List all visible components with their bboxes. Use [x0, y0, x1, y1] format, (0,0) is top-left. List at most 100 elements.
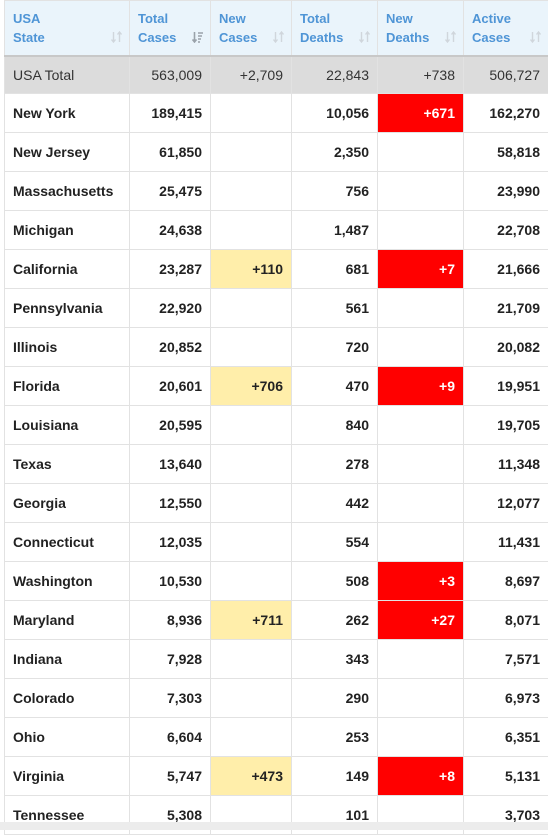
new-deaths-cell [378, 211, 464, 250]
new-cases-cell [211, 484, 292, 523]
state-name-cell: Virginia [5, 757, 130, 796]
sort-arrows-icon[interactable] [445, 31, 456, 43]
sort-arrows-icon[interactable] [530, 31, 541, 43]
active-cases-cell: 5,131 [464, 757, 548, 796]
total-deaths-cell: 1,487 [292, 211, 378, 250]
new-cases-cell [211, 718, 292, 757]
new-deaths-cell [378, 133, 464, 172]
sort-arrows-icon[interactable] [273, 31, 284, 43]
total-cases-cell: 13,640 [130, 445, 211, 484]
state-name-cell: Illinois [5, 328, 130, 367]
total-deaths-cell: 10,056 [292, 94, 378, 133]
new-deaths-cell [378, 523, 464, 562]
total-deaths-cell: 470 [292, 367, 378, 406]
state-name-cell: Texas [5, 445, 130, 484]
active-cases-cell: 11,348 [464, 445, 548, 484]
total-cases-cell: 61,850 [130, 133, 211, 172]
state-name-cell: Colorado [5, 679, 130, 718]
total-new-cases-cell: +2,709 [211, 56, 292, 94]
new-deaths-cell: +7 [378, 250, 464, 289]
active-cases-cell: 58,818 [464, 133, 548, 172]
total-deaths-cell: 442 [292, 484, 378, 523]
state-name-cell: Georgia [5, 484, 130, 523]
total-cases-cell: 10,530 [130, 562, 211, 601]
state-name-cell: Maryland [5, 601, 130, 640]
sort-arrows-icon[interactable] [111, 31, 122, 43]
new-cases-cell [211, 133, 292, 172]
new-cases-cell [211, 562, 292, 601]
total-cases-cell: 5,747 [130, 757, 211, 796]
active-cases-cell: 162,270 [464, 94, 548, 133]
new-cases-cell [211, 523, 292, 562]
total-deaths-cell: 720 [292, 328, 378, 367]
column-header-line2: State [13, 30, 45, 45]
column-header-line2: Cases [138, 30, 176, 45]
new-deaths-cell: +8 [378, 757, 464, 796]
total-deaths-cell: 22,843 [292, 56, 378, 94]
column-header-line1: New [219, 11, 246, 26]
new-cases-cell [211, 679, 292, 718]
new-deaths-cell [378, 172, 464, 211]
usa-states-table: USA State Total Cases New Cases Total De… [4, 0, 548, 835]
total-deaths-cell: 149 [292, 757, 378, 796]
active-cases-cell: 19,951 [464, 367, 548, 406]
total-deaths-cell: 681 [292, 250, 378, 289]
column-header-line1: Active [472, 11, 511, 26]
total-cases-cell: 20,595 [130, 406, 211, 445]
column-header-total-cases[interactable]: Total Cases [130, 1, 211, 56]
state-name-cell: Massachusetts [5, 172, 130, 211]
column-header-new-cases[interactable]: New Cases [211, 1, 292, 56]
active-cases-cell: 22,708 [464, 211, 548, 250]
total-deaths-cell: 756 [292, 172, 378, 211]
state-name-cell: Pennsylvania [5, 289, 130, 328]
total-deaths-cell: 262 [292, 601, 378, 640]
new-cases-cell: +711 [211, 601, 292, 640]
total-cases-cell: 20,601 [130, 367, 211, 406]
state-name-cell: Florida [5, 367, 130, 406]
sort-arrows-icon[interactable] [359, 31, 370, 43]
column-header-active-cases[interactable]: Active Cases [464, 1, 548, 56]
new-deaths-cell: +9 [378, 367, 464, 406]
new-cases-cell [211, 289, 292, 328]
new-cases-cell: +473 [211, 757, 292, 796]
active-cases-cell: 19,705 [464, 406, 548, 445]
new-cases-cell: +110 [211, 250, 292, 289]
state-name-cell: New York [5, 94, 130, 133]
column-header-state[interactable]: USA State [5, 1, 130, 56]
total-deaths-cell: 554 [292, 523, 378, 562]
total-cases-cell: 23,287 [130, 250, 211, 289]
total-deaths-cell: 840 [292, 406, 378, 445]
active-cases-cell: 12,077 [464, 484, 548, 523]
new-deaths-cell [378, 289, 464, 328]
column-header-line2: Deaths [300, 30, 343, 45]
total-deaths-cell: 508 [292, 562, 378, 601]
total-deaths-cell: 278 [292, 445, 378, 484]
total-active-cases-cell: 506,727 [464, 56, 548, 94]
column-header-total-deaths[interactable]: Total Deaths [292, 1, 378, 56]
total-new-deaths-cell: +738 [378, 56, 464, 94]
new-cases-cell [211, 211, 292, 250]
total-cases-cell: 8,936 [130, 601, 211, 640]
sort-descending-icon[interactable] [192, 31, 203, 43]
horizontal-scrollbar[interactable] [0, 822, 548, 830]
state-name-cell: Washington [5, 562, 130, 601]
column-header-new-deaths[interactable]: New Deaths [378, 1, 464, 56]
total-cases-cell: 22,920 [130, 289, 211, 328]
total-cases-cell: 12,035 [130, 523, 211, 562]
active-cases-cell: 8,071 [464, 601, 548, 640]
active-cases-cell: 6,351 [464, 718, 548, 757]
total-deaths-cell: 253 [292, 718, 378, 757]
